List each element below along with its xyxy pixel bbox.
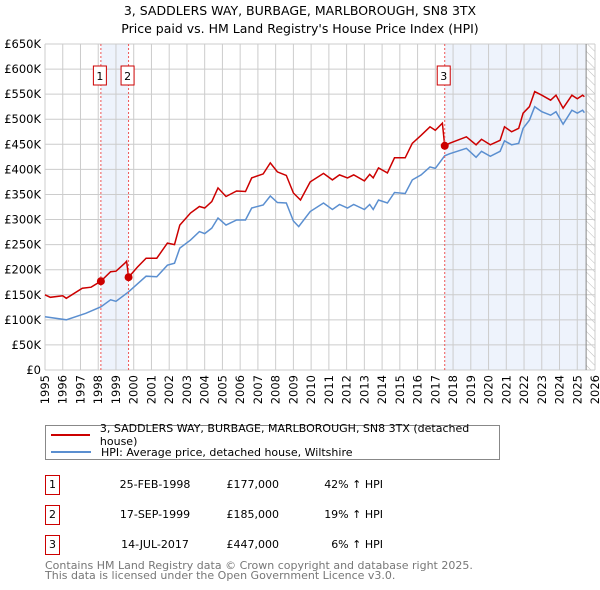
y-tick-label: £200K (4, 263, 41, 277)
y-tick-label: £650K (4, 37, 41, 51)
transaction-date: 17-SEP-1999 (119, 508, 191, 521)
x-tick-label: 2008 (269, 375, 283, 404)
x-tick-label: 2013 (357, 375, 371, 404)
x-tick-label: 2024 (553, 375, 567, 404)
x-tick-label: 2015 (393, 375, 407, 404)
sale-label: 3 (440, 70, 447, 83)
x-tick-label: 2005 (215, 375, 229, 404)
property-price-line (44, 90, 585, 300)
y-tick-label: £50K (12, 338, 42, 352)
transaction-price: £185,000 (226, 508, 280, 521)
sale-point (96, 277, 105, 286)
chart-legend: 3, SADDLERS WAY, BURBAGE, MARLBOROUGH, S… (45, 422, 500, 460)
x-tick-label: 2011 (322, 375, 336, 404)
transaction-hpi-diff: 42% ↑ HPI (324, 478, 383, 491)
x-tick-label: 2012 (340, 375, 354, 404)
x-tick-label: 1999 (109, 375, 123, 404)
x-tick-label: 2009 (286, 375, 300, 404)
x-tick-label: 2017 (428, 375, 442, 404)
y-tick-label: £100K (4, 313, 41, 327)
transaction-hpi-diff: 6% ↑ HPI (331, 538, 383, 551)
y-tick-label: £0 (26, 363, 41, 377)
footer-copyright: Contains HM Land Registry data © Crown c… (45, 559, 473, 572)
y-tick-label: £600K (4, 62, 41, 76)
x-tick-label: 2004 (198, 375, 212, 404)
sale-label-box (92, 65, 107, 86)
price-chart: £0 £50K £100K £150K £200K £250K £300K £350K £400… (4, 37, 600, 404)
chart-subtitle: Price paid vs. HM Land Registry's House … (121, 21, 479, 36)
transaction-hpi-diff: 19% ↑ HPI (324, 508, 383, 521)
transaction-price: £447,000 (226, 538, 280, 551)
transaction-date: 14-JUL-2017 (121, 538, 189, 551)
sale-point (124, 273, 133, 282)
y-tick-label: £300K (4, 213, 41, 227)
x-tick-label: 2022 (517, 375, 531, 404)
x-tick-label: 1997 (73, 375, 87, 404)
shaded-period (100, 44, 129, 370)
legend-swatch-hpi (51, 451, 91, 453)
forecast-hatch (586, 44, 595, 370)
x-tick-label: 2007 (251, 375, 265, 404)
x-tick-label: 2000 (127, 375, 141, 404)
shaded-period (444, 44, 587, 370)
sale-label: 1 (96, 70, 103, 83)
legend-label-property: 3, SADDLERS WAY, BURBAGE, MARLBOROUGH, S… (99, 422, 470, 448)
x-tick-label: 2021 (499, 375, 513, 404)
x-tick-label: 1998 (91, 375, 105, 404)
y-tick-label: £150K (4, 288, 41, 302)
sale-point (440, 141, 449, 150)
x-tick-label: 2018 (446, 375, 460, 404)
x-tick-label: 2003 (180, 375, 194, 404)
y-tick-label: £500K (4, 112, 41, 126)
x-tick-label: 1995 (38, 375, 52, 404)
transaction-number: 1 (45, 475, 60, 495)
x-tick-label: 2006 (233, 375, 247, 404)
y-tick-label: £250K (4, 238, 41, 252)
x-tick-label: 2023 (535, 375, 549, 404)
x-tick-label: 2010 (304, 375, 318, 404)
chart-title: 3, SADDLERS WAY, BURBAGE, MARLBOROUGH, S… (123, 3, 477, 18)
x-tick-label: 2002 (162, 375, 176, 404)
sale-label: 2 (124, 70, 131, 83)
transaction-number: 2 (45, 505, 60, 525)
sale-label-box (120, 65, 135, 86)
transaction-number: 3 (45, 535, 60, 555)
x-tick-label: 2016 (411, 375, 425, 404)
legend-item-property: 3, SADDLERS WAY, BURBAGE, MARLBOROUGH, S… (46, 422, 499, 448)
x-tick-label: 2001 (144, 375, 158, 404)
y-tick-label: £550K (4, 87, 41, 101)
x-tick-label: 2020 (482, 375, 496, 404)
transaction-price: £177,000 (226, 478, 280, 491)
x-tick-label: 2014 (375, 375, 389, 404)
sale-label-box (436, 65, 451, 86)
y-tick-label: £400K (4, 162, 41, 176)
hpi-line (44, 105, 586, 321)
legend-swatch-property (51, 434, 90, 436)
y-tick-label: £450K (4, 137, 41, 151)
footer-licence: This data is licensed under the Open Gov… (45, 569, 396, 582)
legend-item-hpi: HPI: Average price, detached house, Wilt… (46, 444, 353, 460)
x-tick-label: 1996 (56, 375, 70, 404)
transaction-date: 25-FEB-1998 (119, 478, 191, 491)
x-tick-label: 2026 (588, 375, 600, 404)
legend-label-hpi: HPI: Average price, detached house, Wilt… (101, 445, 353, 459)
x-tick-label: 2019 (464, 375, 478, 404)
x-tick-label: 2025 (570, 375, 584, 404)
y-tick-label: £350K (4, 187, 41, 201)
